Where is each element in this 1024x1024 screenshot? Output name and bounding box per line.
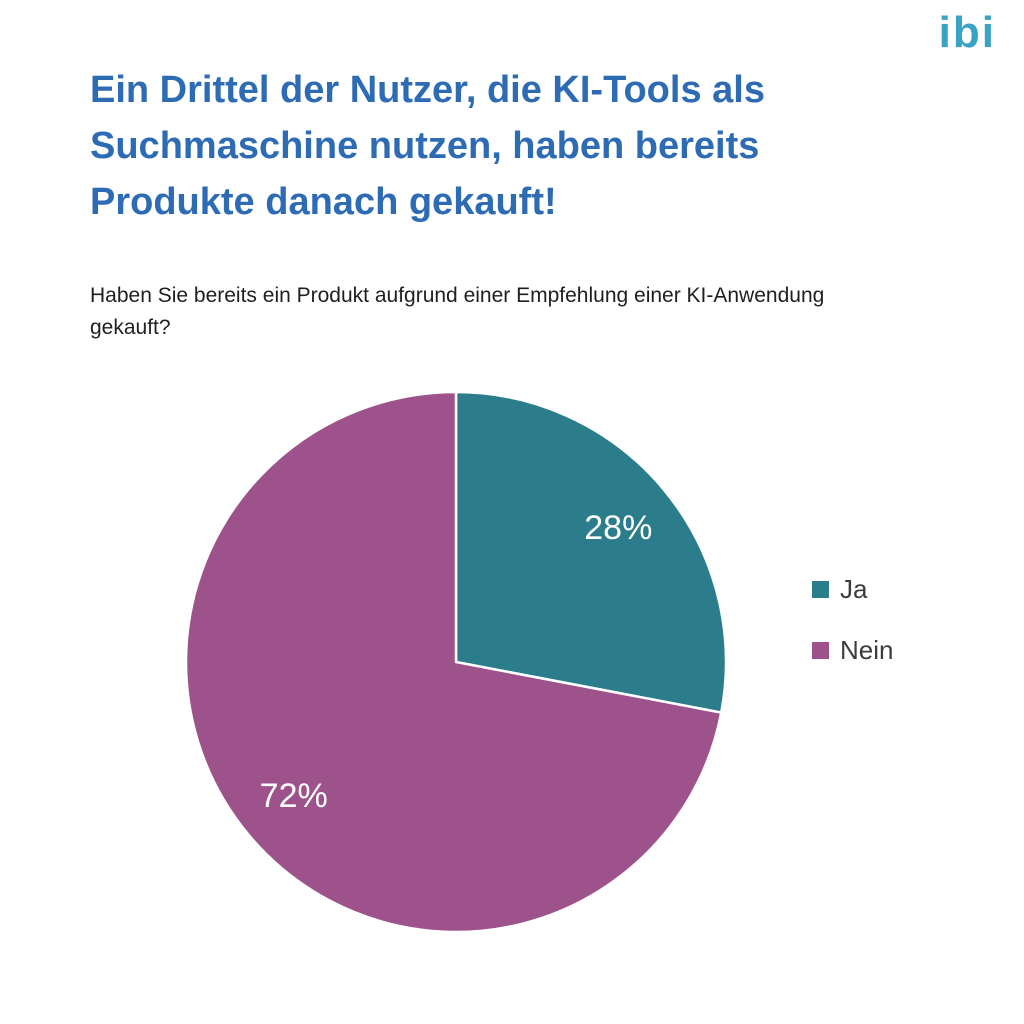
pie-chart-container: 28% 72% bbox=[176, 382, 736, 942]
headline: Ein Drittel der Nutzer, die KI-Tools als… bbox=[90, 62, 910, 230]
legend: Ja Nein bbox=[812, 574, 893, 666]
pie-slice-nein bbox=[184, 390, 723, 934]
headline-line-2: Suchmaschine nutzen, haben bereits bbox=[90, 125, 760, 167]
legend-swatch-nein bbox=[812, 642, 829, 659]
legend-swatch-ja bbox=[812, 581, 829, 598]
pie-data-label-nein: 72% bbox=[260, 777, 328, 815]
legend-item-nein: Nein bbox=[812, 635, 893, 666]
headline-line-1: Ein Drittel der Nutzer, die KI-Tools als bbox=[90, 69, 765, 111]
survey-question: Haben Sie bereits ein Produkt aufgrund e… bbox=[90, 280, 930, 344]
survey-question-line-2: gekauft? bbox=[90, 316, 171, 339]
pie-chart: 28% 72% bbox=[184, 390, 728, 934]
legend-label-ja: Ja bbox=[840, 574, 868, 604]
survey-question-line-1: Haben Sie bereits ein Produkt aufgrund e… bbox=[90, 284, 825, 307]
ibi-logo: ibi bbox=[938, 8, 996, 57]
pie-data-label-ja: 28% bbox=[584, 509, 652, 547]
legend-item-ja: Ja bbox=[812, 574, 893, 605]
legend-label-nein: Nein bbox=[840, 635, 894, 665]
headline-line-3: Produkte danach gekauft! bbox=[90, 181, 557, 223]
pie-slice-ja bbox=[454, 390, 728, 714]
